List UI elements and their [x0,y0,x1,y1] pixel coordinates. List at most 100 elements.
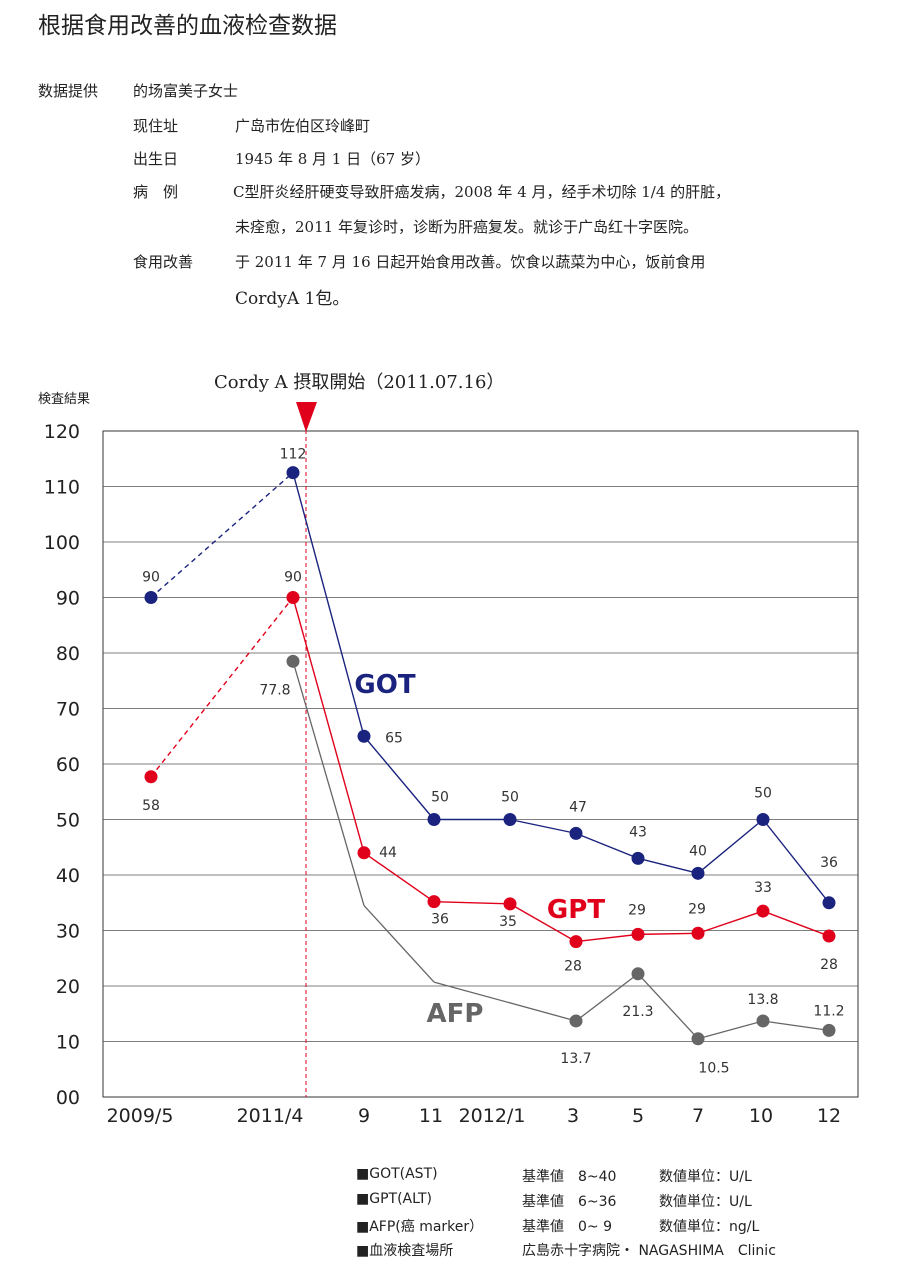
chart-grid [102,430,859,1098]
diet-line-2: CordyA 1包。 [235,289,350,309]
series-line-gpt [697,910,764,934]
series-line-afp [762,1020,830,1032]
start-marker [296,402,317,1097]
y-tick-label: 50 [56,810,80,832]
data-label: 36 [820,855,838,871]
data-point-afp [822,1023,836,1037]
start-marker-arrow [296,402,317,432]
y-tick-label: 10 [56,1032,80,1054]
x-tick-label: 2009/5 [107,1105,174,1127]
series-line-gpt [509,903,577,943]
data-label: 13.7 [560,1051,591,1067]
data-point-gpt [569,935,583,949]
data-label: 50 [431,790,449,806]
data-label: 11.2 [813,1003,844,1019]
legend-gpt-name: ■GPT(ALT) [356,1191,432,1207]
data-label: 58 [142,798,160,814]
series-name-afp: AFP [427,999,484,1029]
series-line-got [697,818,764,874]
legend-afp-name: ■AFP(癌 marker） [356,1219,484,1235]
legend-place-value: 広島赤十字病院・ NAGASHIMA Clinic [522,1243,776,1259]
birth-value: 1945 年 8 月 1 日（67 岁） [235,150,430,168]
series-line-got [292,472,365,737]
address-value: 广岛市佐伯区玲峰町 [235,117,371,135]
legend-gpt-unit: 数値単位：U/L [659,1194,752,1210]
data-label: 40 [689,843,707,859]
data-label: 50 [501,790,519,806]
series-line-afp [363,905,435,983]
y-tick-label: 40 [56,865,80,887]
data-point-got [691,866,705,880]
series-line-gpt [292,597,365,853]
legend-place-name: ■血液検査場所 [356,1243,454,1259]
series-line-gpt [637,932,699,936]
x-tick-label: 7 [692,1105,704,1127]
provider-label: 数据提供 [38,82,99,100]
legend-afp-ref: 基準値 0~ 9 [522,1219,612,1235]
y-tick-label: 90 [56,588,80,610]
data-label: 65 [385,730,403,746]
data-point-gpt [144,770,158,784]
data-label: 36 [431,912,449,928]
birth-label: 出生日 [133,150,179,168]
data-label: 90 [284,570,302,586]
series-line-got [575,832,639,859]
y-tick-label: 00 [56,1087,80,1109]
x-tick-label: 3 [567,1105,579,1127]
data-point-got [357,729,371,743]
x-tick-label: 12 [817,1105,841,1127]
x-tick-label: 2011/4 [237,1105,304,1127]
series-line-got [637,857,699,875]
series-names: GOT GPT AFP [354,670,605,1029]
data-label: 28 [564,959,582,975]
x-tick-label: 2012/1 [459,1105,526,1127]
provider-value: 的场富美子女士 [133,82,239,100]
series-line-gpt [575,933,639,943]
series-line-afp [637,973,699,1040]
data-label: 35 [499,914,517,930]
x-tick-label: 10 [749,1105,773,1127]
series-lines [150,472,830,1040]
page-title: 根据食用改善的血液检查数据 [38,13,337,39]
series-line-got [762,819,830,904]
data-point-gpt [503,897,517,911]
data-label: 10.5 [698,1061,729,1077]
series-line-afp [575,973,639,1022]
series-line-gpt [762,910,830,937]
data-point-afp [691,1032,705,1046]
diet-line-1: 于 2011 年 7 月 16 日起开始食用改善。饮食以蔬菜为中心，饭前食用 [235,253,706,271]
data-point-gpt [286,591,300,604]
legend-afp-unit: 数値単位：ng/L [659,1219,760,1235]
case-label: 病 例 [133,183,179,201]
data-point-got [756,813,770,826]
y-tick-label: 30 [56,921,80,943]
x-tick-label: 9 [358,1105,370,1127]
data-point-gpt [631,927,645,941]
series-line-afp [697,1020,764,1040]
series-line-got [363,735,435,820]
y-tick-label: 80 [56,643,80,665]
data-point-gpt [691,926,705,940]
data-point-got [569,826,583,840]
data-label: 29 [628,902,646,918]
data-point-got [144,591,158,604]
case-line-1: C型肝炎经肝硬变导致肝癌发病，2008 年 4 月，经手术切除 1/4 的肝脏， [233,183,731,201]
data-label: 112 [280,447,307,463]
data-label: 13.8 [747,992,778,1008]
data-point-got [631,851,645,865]
data-point-gpt [756,904,770,918]
series-line-afp [433,981,577,1022]
y-tick-label: 110 [44,477,80,499]
data-label: 43 [629,824,647,840]
series-line-gpt [150,597,294,778]
series-line-gpt [363,852,435,903]
data-label: 44 [379,845,397,861]
series-line-got [509,818,577,835]
y-tick-label: 120 [44,421,80,443]
y-tick-label: 70 [56,699,80,721]
line-chart: 00 10 20 30 40 50 60 70 80 90 100 110 120 2009/5 2011… [44,402,859,1127]
address-label: 现住址 [133,117,179,135]
patient-info: 数据提供 的场富美子女士 现住址 广岛市佐伯区玲峰町 出生日 1945 年 8 … [0,0,900,320]
series-line-gpt [433,900,511,905]
series-points [144,466,836,1046]
